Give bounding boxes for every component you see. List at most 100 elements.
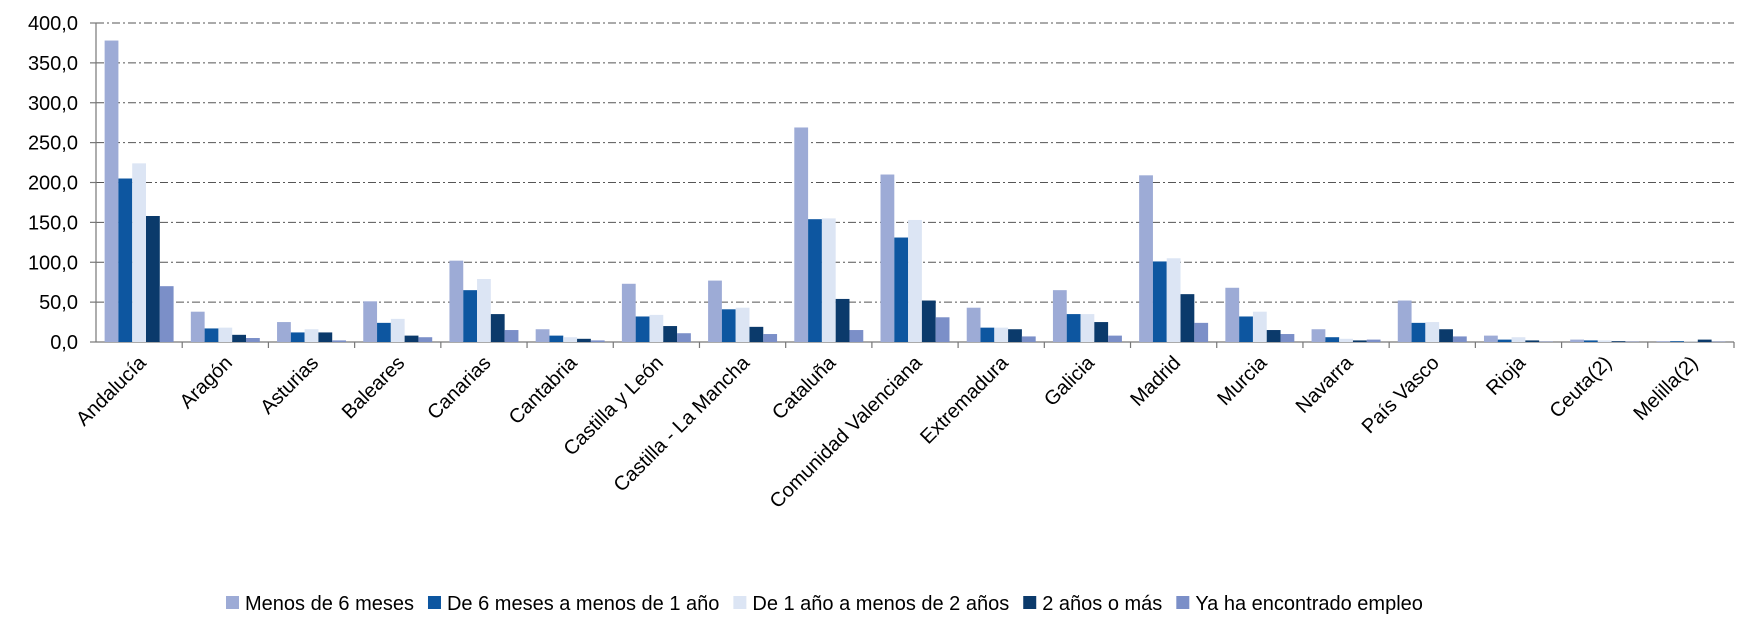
- bar: [735, 307, 750, 342]
- x-tick-label: Ceuta(2): [1546, 352, 1617, 423]
- bar: [1180, 294, 1195, 342]
- bar: [835, 298, 850, 342]
- bar: [232, 334, 247, 342]
- bar: [894, 237, 909, 342]
- bar: [1670, 341, 1684, 342]
- bar: [677, 333, 691, 342]
- y-tick-label: 300,0: [28, 93, 78, 115]
- y-tick-label: 0,0: [50, 332, 78, 354]
- y-tick-label: 200,0: [28, 173, 78, 195]
- legend-label: Ya ha encontrado empleo: [1195, 593, 1423, 615]
- bar: [635, 316, 650, 342]
- bar: [1425, 322, 1440, 342]
- bar: [304, 329, 319, 342]
- y-tick-label: 100,0: [28, 252, 78, 274]
- y-tick-label: 350,0: [28, 53, 78, 75]
- bar: [1656, 341, 1671, 342]
- bar: [1252, 311, 1267, 342]
- bar: [1052, 290, 1067, 342]
- bar: [849, 330, 864, 342]
- bar: [449, 260, 464, 342]
- bar: [1597, 340, 1612, 342]
- bar: [821, 218, 836, 342]
- bar: [994, 327, 1009, 342]
- bar: [1266, 330, 1281, 342]
- bar: [935, 317, 950, 342]
- bar: [1166, 258, 1181, 342]
- bar: [880, 174, 895, 342]
- bar: [749, 326, 764, 342]
- x-tick-label: Aragón: [176, 352, 237, 413]
- bar: [721, 309, 736, 342]
- bar: [477, 278, 491, 342]
- bar: [390, 318, 405, 342]
- x-tick-label: Cataluña: [768, 351, 841, 424]
- legend-label: De 1 año a menos de 2 años: [752, 593, 1009, 615]
- bar: [318, 332, 333, 342]
- bar: [1311, 329, 1326, 342]
- bar: [1525, 340, 1540, 342]
- y-tick-label: 150,0: [28, 212, 78, 234]
- bar: [1239, 316, 1253, 342]
- bar: [1366, 339, 1381, 342]
- bar: [377, 322, 391, 342]
- x-tick-label: País Vasco: [1358, 352, 1444, 438]
- x-tick-label: Extremadura: [916, 351, 1013, 448]
- bar: [563, 337, 578, 342]
- bar: [1152, 261, 1167, 342]
- bar: [1439, 329, 1453, 342]
- legend-swatch: [733, 596, 747, 609]
- x-tick-label: Canarias: [423, 352, 495, 424]
- bar: [332, 340, 347, 342]
- bar: [590, 340, 605, 342]
- bar: [1080, 314, 1095, 342]
- bar: [663, 326, 678, 342]
- bar: [463, 290, 478, 342]
- bar: [204, 328, 219, 342]
- legend: Menos de 6 meses De 6 meses a menos de 1 …: [226, 593, 1423, 615]
- bar: [1570, 339, 1584, 342]
- bar: [363, 301, 378, 342]
- bar: [535, 329, 550, 342]
- bar: [277, 322, 291, 342]
- bar: [1280, 334, 1295, 342]
- legend-swatch: [427, 596, 441, 609]
- bar: [290, 332, 305, 342]
- bar: [966, 307, 981, 342]
- bar: [763, 334, 778, 342]
- y-tick-label: 400,0: [28, 13, 78, 35]
- bar: [577, 338, 591, 342]
- bar: [1611, 341, 1626, 342]
- bar: [190, 311, 205, 342]
- bar: [404, 335, 419, 342]
- legend-swatch: [1023, 596, 1037, 609]
- legend-swatch: [226, 596, 239, 609]
- bar: [1225, 287, 1240, 342]
- legend-label: Menos de 6 meses: [245, 593, 414, 615]
- bar: [1139, 175, 1153, 342]
- x-tick-label: Murcia: [1213, 351, 1272, 410]
- legend-swatch: [1176, 596, 1190, 609]
- bar: [1094, 322, 1109, 342]
- bar: [1497, 339, 1512, 342]
- bar: [104, 40, 119, 343]
- bar: [1194, 322, 1209, 342]
- bar: [549, 335, 564, 342]
- x-tick-label: Melilla(2): [1630, 352, 1703, 425]
- x-tick-label: Baleares: [338, 352, 409, 423]
- bar: [1352, 340, 1367, 342]
- bar: [146, 215, 160, 342]
- bar: [490, 314, 505, 342]
- bar: [1397, 300, 1412, 342]
- bar: [708, 280, 722, 342]
- y-tick-label: 50,0: [39, 292, 78, 314]
- bar: [980, 327, 995, 342]
- y-tick-label: 250,0: [28, 133, 78, 155]
- bar: [908, 219, 922, 342]
- bar: [1339, 338, 1353, 342]
- bar: [1511, 337, 1526, 342]
- legend-label: De 6 meses a menos de 1 año: [447, 593, 719, 615]
- bar: [1108, 335, 1122, 342]
- x-tick-label: Cantabria: [505, 351, 582, 428]
